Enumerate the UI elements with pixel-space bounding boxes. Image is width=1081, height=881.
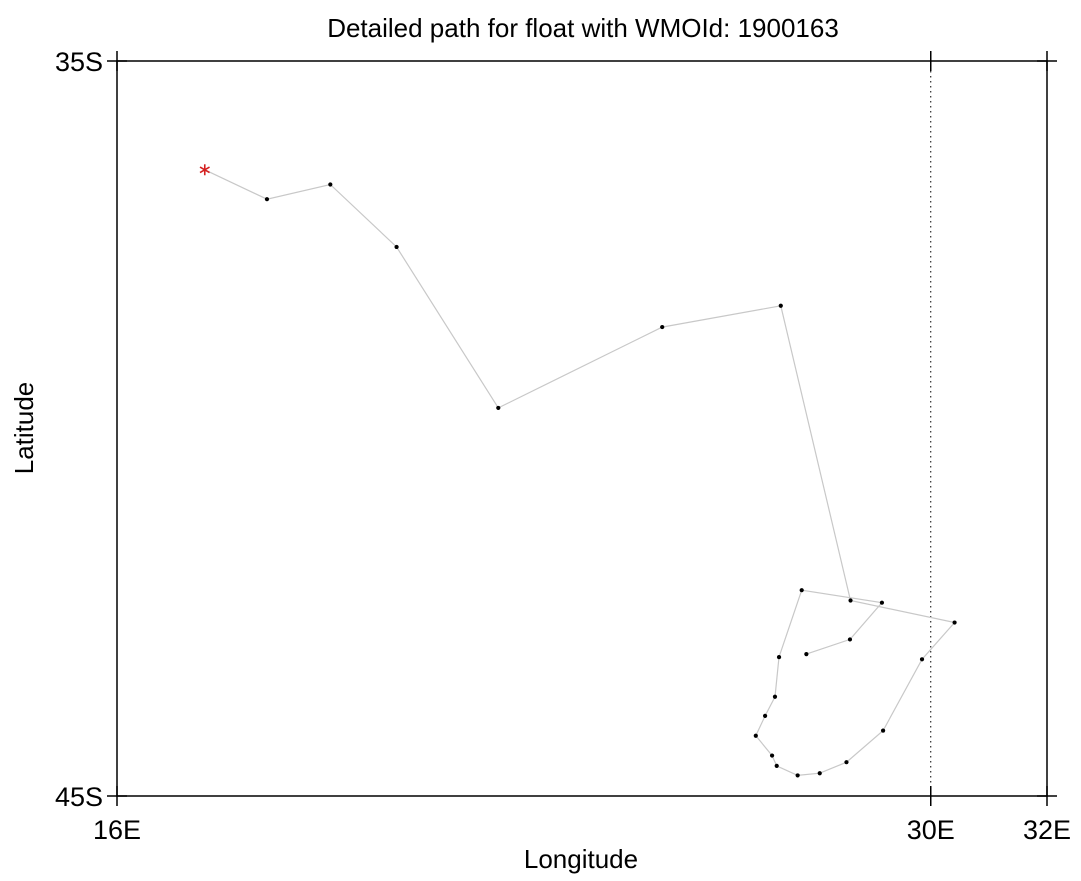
float-position-point (328, 182, 333, 187)
float-position-point (795, 773, 800, 778)
float-position-point (799, 588, 804, 593)
float-position-point (817, 771, 822, 776)
float-position-point (880, 728, 886, 733)
float-position-point (660, 324, 665, 330)
float-position-point (264, 197, 270, 202)
float-position-point (496, 405, 501, 411)
float-position-point (919, 657, 925, 662)
y-axis-title: Latitude (9, 382, 39, 475)
chart-title: Detailed path for float with WMOId: 1900… (327, 13, 839, 43)
float-position-point (776, 654, 782, 660)
x-tick-label: 32E (1023, 815, 1071, 845)
plot-border (116, 60, 1048, 797)
float-position-point (769, 753, 775, 758)
float-position-point (847, 637, 853, 642)
x-tick-label: 30E (907, 815, 955, 845)
float-position-point (394, 244, 399, 250)
float-position-point (952, 620, 957, 625)
tick-layer: 16E 30E 32E 35S 45S (55, 47, 1071, 845)
y-tick-label: 45S (55, 782, 103, 812)
float-position-point (772, 694, 778, 699)
float-position-point (879, 600, 885, 605)
float-position-point (804, 652, 809, 657)
float-position-point (762, 713, 768, 718)
float-position-point (848, 598, 853, 603)
float-track-line (204, 169, 956, 777)
point-layer (199, 164, 957, 778)
y-tick-label: 35S (55, 47, 103, 77)
x-axis-title: Longitude (524, 844, 638, 874)
float-position-point (778, 303, 783, 308)
x-tick-label: 16E (93, 815, 141, 845)
track-layer (204, 169, 956, 777)
start-marker (199, 164, 210, 176)
float-position-point (753, 733, 758, 738)
float-position-point (844, 760, 849, 765)
float-position-point (774, 763, 779, 768)
plot-frame (116, 60, 1048, 797)
